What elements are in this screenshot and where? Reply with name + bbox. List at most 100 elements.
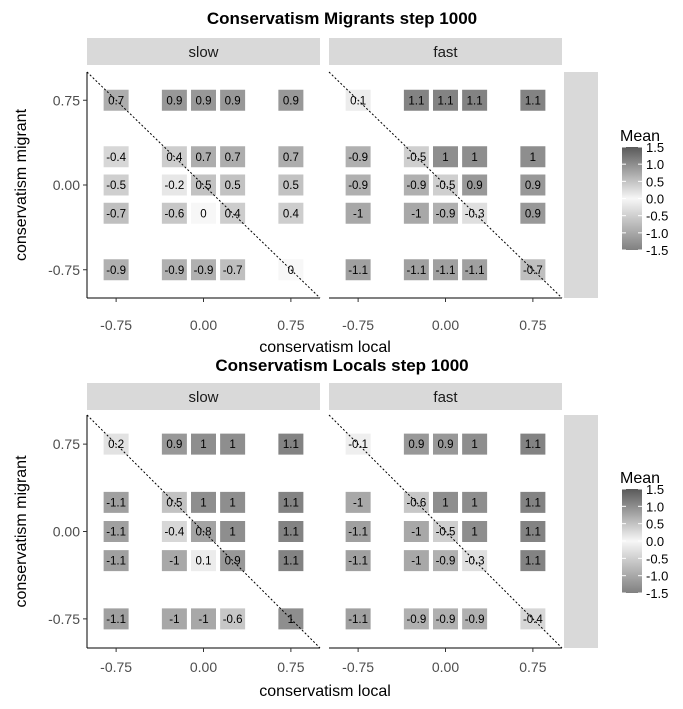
- panel-fast: fast -0.1 0.9 0.9 1 1.1 -1 -0.6 1 1 1.1 -1.1 -1 -0.5 1…: [328, 383, 563, 675]
- cell-label: -0.9: [465, 614, 485, 626]
- cell-label: -0.6: [406, 497, 426, 509]
- x-tick-label: 0.00: [190, 317, 217, 333]
- cell-label: -0.7: [106, 208, 126, 220]
- y-axis-title: conservatism migrant: [13, 108, 30, 261]
- facet-strip: [87, 38, 320, 65]
- heatmap-tile: [403, 550, 429, 572]
- cell-label: 0.4: [283, 208, 300, 220]
- cell-label: -1: [411, 556, 421, 568]
- heatmap-tile: [520, 146, 546, 168]
- heatmap-tile: [220, 174, 246, 196]
- heatmap-tile: [345, 491, 371, 513]
- chart-title: Conservatism Locals step 1000: [215, 356, 468, 375]
- heatmap-tile: [403, 521, 429, 542]
- cell-label: -0.9: [194, 265, 214, 277]
- heatmap-tile: [278, 146, 304, 168]
- heatmap-tile: [220, 89, 246, 111]
- cell-label: -1: [411, 527, 421, 539]
- heatmap-tile: [278, 433, 304, 455]
- cell-label: -1.1: [106, 497, 126, 509]
- diagonal-reference-line: [328, 414, 563, 649]
- heatmap-tile: [345, 521, 371, 542]
- cell-label: 1: [471, 152, 477, 164]
- heatmap-tile: [103, 521, 129, 542]
- x-tick-label: -0.75: [100, 317, 132, 333]
- cell-label: 0.9: [225, 556, 241, 568]
- cell-label: 0.9: [166, 439, 182, 451]
- cell-label: 0.5: [166, 497, 182, 509]
- heatmap-tile: [103, 174, 129, 196]
- cell-label: 1.1: [283, 556, 299, 568]
- cell-label: 0.4: [166, 152, 183, 164]
- legend-title: Mean: [620, 128, 660, 145]
- heatmap-tile: [520, 174, 546, 196]
- cell-label: -0.7: [523, 265, 543, 277]
- legend-colorbar: [622, 147, 642, 250]
- cell-label: -0.9: [436, 556, 456, 568]
- x-tick-label: 0.00: [432, 659, 459, 675]
- heatmap-tile: [161, 550, 187, 572]
- heatmap-tile: [103, 146, 129, 168]
- facet-strip: [87, 383, 320, 410]
- cell-label: 1.1: [525, 527, 541, 539]
- x-tick-label: 0.75: [519, 317, 546, 333]
- heatmap-tile: [520, 433, 546, 455]
- cell-label: 0.9: [438, 439, 454, 451]
- heatmap-tile: [520, 89, 546, 111]
- heatmap-tile: [220, 259, 246, 281]
- cell-label: -1.1: [106, 527, 126, 539]
- cell-label: 1.1: [283, 439, 299, 451]
- heatmap-tile: [220, 608, 246, 630]
- cell-label: 0.9: [196, 95, 212, 107]
- cell-label: 1: [229, 497, 235, 509]
- facet-label: slow: [188, 389, 218, 406]
- cell-label: -0.9: [406, 614, 426, 626]
- cell-label: -0.9: [348, 180, 368, 192]
- heatmap-tile: [345, 202, 371, 224]
- cell-label: 0.9: [283, 95, 299, 107]
- heatmap-tile: [220, 202, 246, 224]
- chart-title: Conservatism Migrants step 1000: [207, 9, 477, 28]
- heatmap-tile: [220, 146, 246, 168]
- facet-label: fast: [433, 44, 458, 61]
- heatmap-tile: [433, 259, 458, 281]
- heatmap-tile: [433, 550, 458, 572]
- heatmap-tile: [103, 550, 129, 572]
- heatmap-tile: [278, 521, 304, 542]
- cell-label: 0.7: [108, 95, 124, 107]
- y-tick-label: 0.75: [53, 92, 80, 108]
- cell-label: -0.9: [436, 208, 456, 220]
- legend-tick-label: -0.5: [646, 209, 668, 224]
- heatmap-tile: [433, 433, 458, 455]
- heatmap-tile: [345, 550, 371, 572]
- cell-label: 1: [229, 527, 235, 539]
- cell-label: 1.1: [525, 439, 541, 451]
- cell-label: -0.4: [523, 614, 543, 626]
- x-tick-label: 0.75: [277, 317, 304, 333]
- legend-tick-label: 1.0: [646, 499, 664, 514]
- heatmap-tile: [520, 202, 546, 224]
- cell-label: -0.9: [348, 152, 368, 164]
- heatmap-tile: [191, 550, 216, 572]
- heatmap-tile: [103, 608, 129, 630]
- heatmap-tile: [191, 608, 216, 630]
- cell-label: -0.1: [348, 439, 368, 451]
- cell-label: -1.1: [436, 265, 456, 277]
- cell-label: -0.5: [106, 180, 126, 192]
- cell-label: -0.4: [106, 152, 126, 164]
- heatmap-tile: [220, 491, 246, 513]
- cell-label: 1.1: [283, 527, 299, 539]
- heatmap-tile: [433, 89, 458, 111]
- cell-label: -0.9: [164, 265, 184, 277]
- y-tick-label: 0.75: [53, 436, 80, 452]
- cell-label: 0.7: [196, 152, 212, 164]
- heatmap-tile: [161, 608, 187, 630]
- cell-label: -0.3: [465, 556, 485, 568]
- cell-label: 1: [471, 527, 477, 539]
- heatmap-tile: [433, 491, 458, 513]
- heatmap-tile: [161, 259, 187, 281]
- heatmap-tile: [520, 491, 546, 513]
- heatmap-tile: [403, 202, 429, 224]
